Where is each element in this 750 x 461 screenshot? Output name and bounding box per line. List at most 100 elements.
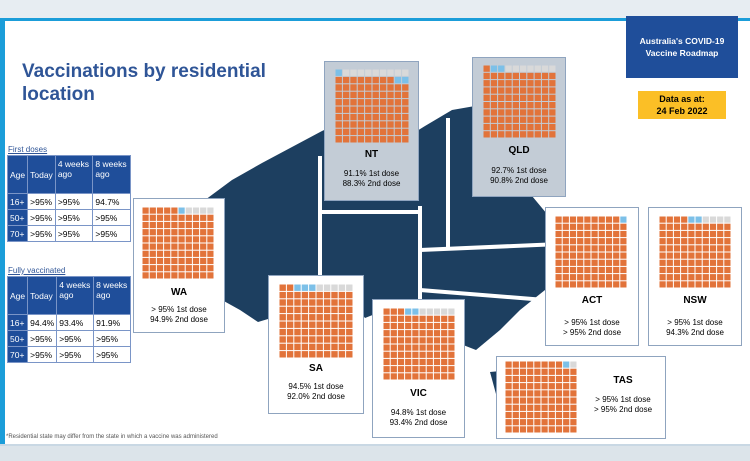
waffle-cell (534, 411, 541, 419)
waffle-cell (563, 361, 570, 368)
waffle-cell (390, 373, 397, 380)
waffle-cell (383, 337, 390, 344)
waffle-cell (419, 358, 426, 366)
waffle-cell (666, 216, 673, 223)
value-cell: 94.7% (92, 193, 131, 210)
waffle-cell (178, 250, 185, 257)
waffle-cell (387, 76, 394, 84)
waffle-cell (335, 136, 342, 143)
second-dose-suffix: 2nd dose (175, 315, 208, 324)
waffle-cell (357, 84, 365, 91)
waffle-cell (598, 274, 605, 281)
value-cell: 94.4% (27, 314, 58, 331)
waffle-cell (505, 65, 512, 72)
waffle-cell (372, 91, 379, 99)
waffle-cell (301, 291, 309, 299)
waffle-grid-tas (505, 361, 577, 433)
waffle-cell (591, 238, 598, 245)
waffle-cell (490, 87, 498, 94)
waffle-cell (286, 351, 294, 358)
waffle-cell (156, 214, 164, 221)
waffle-cell (387, 106, 394, 113)
waffle-cell (549, 80, 556, 87)
waffle-cell (709, 259, 717, 266)
second-dose-line: > 95% 2nd dose (581, 405, 665, 415)
waffle-cell (394, 84, 402, 91)
waffle-cell (171, 236, 178, 243)
waffle-cell (570, 419, 577, 426)
waffle-cell (563, 397, 570, 404)
waffle-cell (598, 259, 605, 266)
waffle-cell (505, 426, 512, 433)
waffle-cell (331, 299, 338, 306)
waffle-cell (548, 411, 555, 419)
waffle-cell (316, 299, 323, 306)
waffle-cell (142, 272, 149, 279)
age-cell: 70+ (6, 225, 29, 242)
waffle-cell (323, 299, 331, 306)
waffle-cell (520, 72, 527, 80)
waffle-cell (584, 238, 591, 245)
waffle-cell (519, 368, 527, 375)
waffle-cell (527, 72, 534, 80)
waffle-cell (541, 397, 548, 404)
first-dose-line: > 95% 1st dose (134, 305, 224, 315)
waffle-cell (605, 252, 613, 259)
waffle-svg (383, 308, 455, 380)
waffle-cell (659, 216, 666, 223)
waffle-cell (505, 361, 512, 368)
waffle-cell (346, 291, 353, 299)
waffle-cell (200, 229, 207, 236)
waffle-cell (397, 351, 405, 358)
waffle-cell (505, 397, 512, 404)
waffle-cell (185, 272, 192, 279)
waffle-cell (294, 284, 301, 291)
waffle-cell (483, 131, 490, 138)
waffle-cell (207, 236, 214, 243)
waffle-cell (448, 351, 455, 358)
waffle-cell (505, 123, 512, 131)
waffle-cell (342, 91, 350, 99)
waffle-cell (613, 245, 620, 252)
waffle-cell (448, 308, 455, 315)
waffle-cell (555, 252, 562, 259)
waffle-cell (548, 404, 555, 411)
waffle-cell (505, 80, 512, 87)
waffle-cell (527, 368, 534, 375)
waffle-cell (562, 259, 569, 266)
waffle-cell (200, 214, 207, 221)
waffle-cell (338, 343, 346, 351)
waffle-cell (483, 123, 490, 131)
waffle-cell (562, 238, 569, 245)
waffle-cell (681, 238, 688, 245)
value-cell: >95% (27, 225, 56, 242)
waffle-cell (724, 230, 731, 238)
waffle-cell (419, 373, 426, 380)
waffle-cell (659, 245, 666, 252)
waffle-cell (570, 361, 577, 368)
waffle-cell (156, 221, 164, 229)
waffle-cell (555, 266, 562, 274)
waffle-cell (142, 257, 149, 265)
waffle-cell (549, 94, 556, 101)
waffle-cell (512, 65, 519, 72)
waffle-cell (534, 397, 541, 404)
waffle-cell (591, 259, 598, 266)
waffle-cell (331, 306, 338, 314)
waffle-cell (695, 245, 702, 252)
value-cell: >95% (27, 346, 58, 363)
waffle-cell (342, 136, 350, 143)
waffle-cell (149, 229, 156, 236)
waffle-cell (383, 373, 390, 380)
waffle-cell (279, 321, 286, 328)
waffle-cell (483, 65, 490, 72)
waffle-cell (171, 257, 178, 265)
second-dose-line: 90.8% 2nd dose (473, 176, 565, 186)
state-card-qld: QLD 92.7% 1st dose 90.8% 2nd dose (472, 57, 566, 197)
waffle-cell (563, 426, 570, 433)
waffle-cell (534, 375, 541, 383)
waffle-cell (185, 207, 192, 214)
waffle-cell (688, 223, 695, 230)
waffle-cell (527, 411, 534, 419)
waffle-cell (171, 272, 178, 279)
